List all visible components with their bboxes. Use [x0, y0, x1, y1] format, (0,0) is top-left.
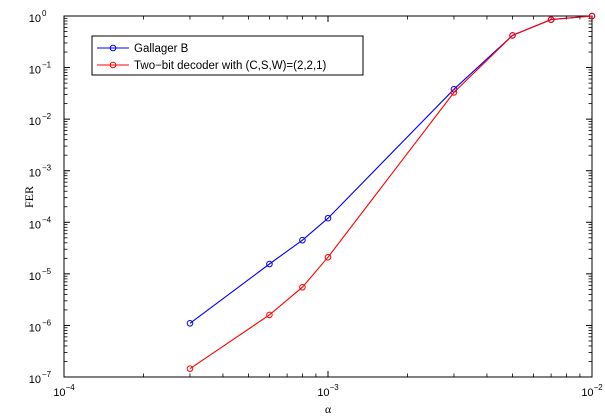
y-tick-base: 10	[29, 13, 41, 25]
legend-box	[91, 35, 364, 76]
y-tick-base: 10	[29, 168, 41, 180]
x-tick-label: 10−2	[581, 383, 603, 399]
series-layer	[186, 12, 596, 372]
y-tick-exponent: −5	[42, 267, 52, 276]
series-2-point	[509, 32, 516, 39]
series-2-point	[186, 365, 194, 372]
legend-label-1: Gallager B	[134, 43, 189, 55]
series-2-point	[266, 311, 273, 319]
y-tick-label: 10	[29, 65, 41, 77]
series-1-point	[324, 214, 332, 222]
x-tick-label: 10−3	[317, 383, 339, 399]
y-tick-base: 10	[29, 322, 41, 334]
y-tick-base: 10	[29, 271, 41, 283]
y-tick-base: 10	[29, 116, 41, 128]
x-tick-base: 10	[53, 387, 65, 399]
legend-marker-2	[109, 61, 117, 69]
legend: Gallager B Two−bit decoder with (C,S,W)=(…	[91, 35, 364, 76]
x-tick-exponent: −2	[594, 383, 604, 392]
series-1-point	[299, 236, 306, 244]
x-tick-base: 10	[317, 387, 329, 399]
y-tick-label: 10	[29, 168, 41, 180]
x-tick-exponent: −4	[66, 383, 76, 392]
legend-label-2: Two−bit decoder with (C,S,W)=(2,2,1)	[134, 60, 327, 72]
y-tick-exponent: −2	[42, 112, 52, 121]
y-tick-label: 10	[29, 219, 41, 231]
plot-area	[63, 15, 593, 378]
y-tick-base: 10	[29, 374, 41, 386]
y-tick-exponent: −1	[42, 61, 52, 70]
y-tick-exponent: −4	[42, 215, 52, 224]
series-line-2	[189, 15, 593, 370]
y-tick-exponent: 0	[42, 9, 47, 18]
x-axis-label: α	[325, 402, 332, 416]
x-tick-exponent: −3	[330, 383, 340, 392]
series-2-point	[299, 283, 306, 291]
y-tick-label: 10	[29, 374, 41, 386]
series-2-point	[547, 16, 555, 23]
legend-marker-1	[109, 44, 117, 52]
y-tick-base: 10	[29, 219, 41, 231]
y-tick-label: 10	[29, 322, 41, 334]
y-axis-label: FER	[22, 186, 36, 208]
series-1-point	[266, 260, 273, 268]
series-2-point	[450, 89, 458, 96]
series-2-point	[324, 253, 332, 261]
y-tick-exponent: −7	[42, 370, 52, 379]
y-tick-label: 10	[29, 116, 41, 128]
y-tick-label: 10	[29, 271, 41, 283]
y-tick-exponent: −6	[42, 318, 52, 327]
y-tick-label: 10	[29, 13, 41, 25]
x-tick-base: 10	[581, 387, 593, 399]
series-1-point	[186, 319, 194, 327]
y-tick-base: 10	[29, 65, 41, 77]
axis-ticks: 10−4 10−3 10−210−710−610−510−410−310−210−1…	[29, 9, 603, 399]
x-tick-label: 10−4	[53, 383, 75, 399]
series-2-point	[588, 12, 596, 20]
y-tick-exponent: −3	[42, 164, 52, 173]
